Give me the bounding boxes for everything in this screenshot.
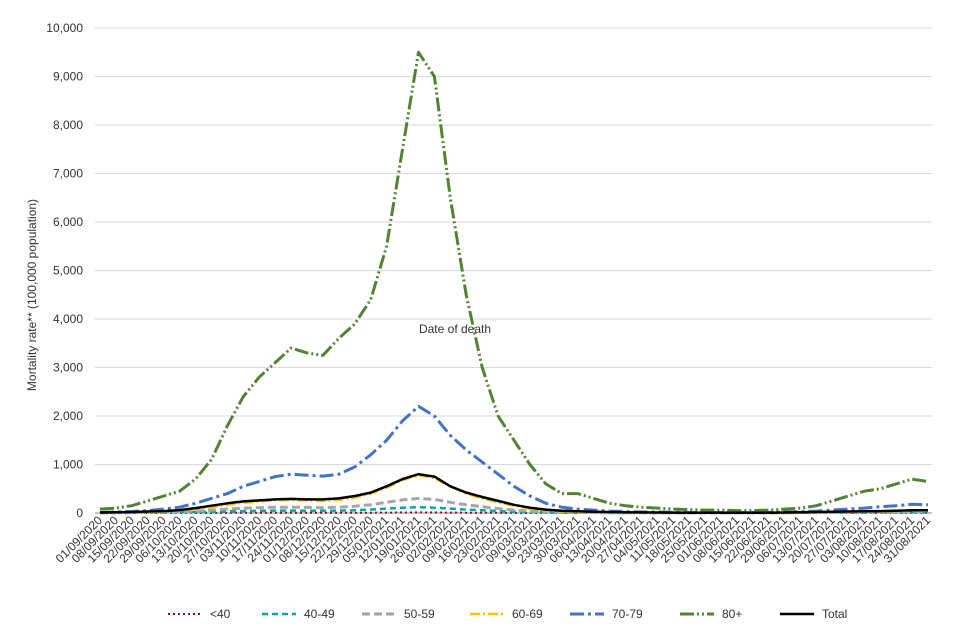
- legend-label: 70-79: [612, 607, 643, 621]
- y-tick-label: 7,000: [53, 167, 83, 181]
- y-tick-label: 2,000: [53, 409, 83, 423]
- y-tick-label: 1,000: [53, 458, 83, 472]
- y-tick-label: 10,000: [46, 21, 83, 35]
- y-tick-label: 9,000: [53, 70, 83, 84]
- y-axis-label: Mortality rate** (100,000 population): [25, 199, 39, 391]
- y-tick-label: 8,000: [53, 118, 83, 132]
- legend-label: 60-69: [512, 607, 543, 621]
- y-tick-label: 4,000: [53, 312, 83, 326]
- series-line: [99, 472, 928, 514]
- legend-label: Total: [822, 607, 847, 621]
- y-tick-label: 0: [76, 506, 83, 520]
- y-tick-label: 3,000: [53, 361, 83, 375]
- series-line: [99, 404, 929, 514]
- legend-label: 40-49: [304, 607, 335, 621]
- series-line: [99, 50, 929, 513]
- y-tick-label: 6,000: [53, 215, 83, 229]
- legend-label: <40: [210, 607, 231, 621]
- x-axis-label: Date of death: [419, 322, 491, 336]
- y-tick-label: 5,000: [53, 264, 83, 278]
- legend-label: 50-59: [404, 607, 435, 621]
- legend-label: 80+: [722, 607, 742, 621]
